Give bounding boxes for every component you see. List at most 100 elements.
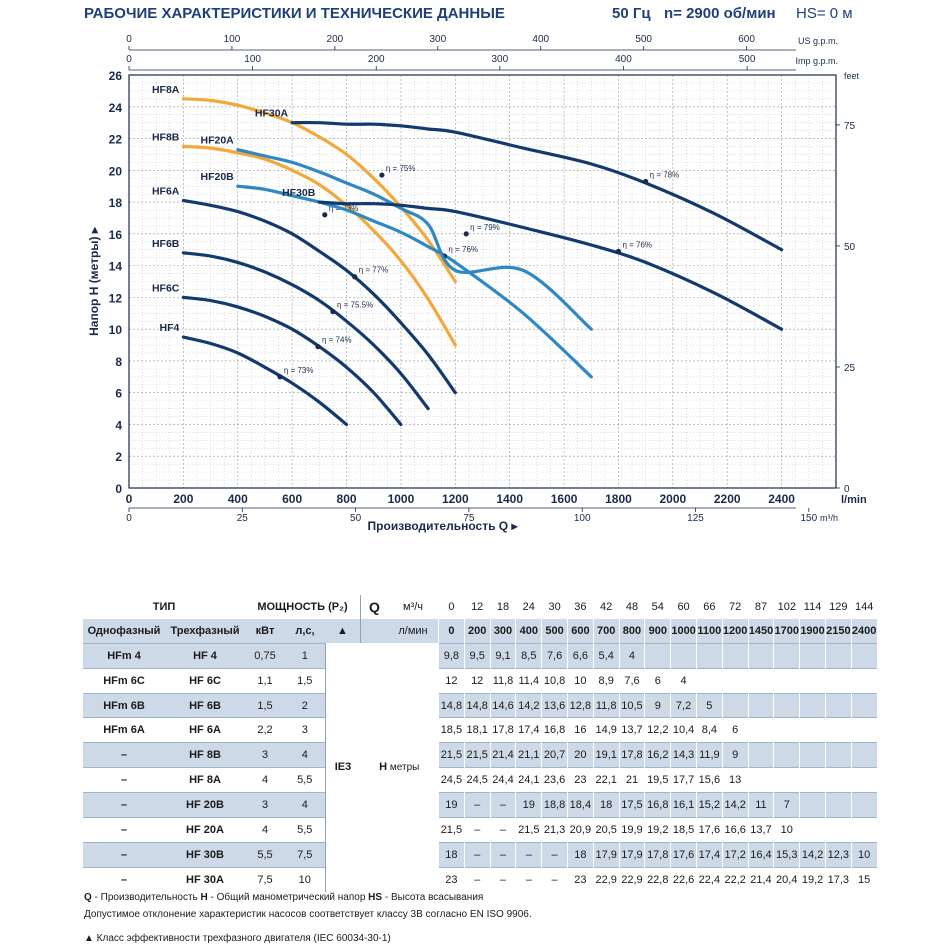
table-row: – HF 20B 3 4 19– –19 18,8 18,4 18 17,5 16,8 16,1 15,… — [83, 792, 877, 818]
cell-three: HF 8A — [165, 767, 245, 793]
q-lmin-value: 300 — [489, 618, 516, 644]
y-tick-label: 4 — [115, 418, 122, 432]
legend-q: Q — [84, 892, 92, 903]
head-value: 17,2 — [721, 841, 749, 868]
head-value — [799, 717, 826, 743]
head-value: 20 — [566, 742, 594, 768]
head-value: – — [463, 792, 491, 818]
q-lmin-value: 1000 — [670, 618, 697, 644]
head-value: 21,5 — [463, 742, 491, 768]
head-value: 18,5 — [438, 717, 465, 743]
q-m3h-value: 36 — [566, 595, 594, 619]
head-value: 24,1 — [515, 767, 542, 793]
head-value: 21,4 — [747, 866, 774, 892]
q-m3h-value: 12 — [463, 595, 491, 619]
cell-three: HF 4 — [165, 642, 245, 669]
q-lmin-value: 1700 — [773, 618, 800, 644]
cell-kw: 0,75 — [245, 642, 285, 669]
cell-kw: 7,5 — [245, 866, 285, 892]
m3h-tick-label: 125 — [687, 513, 704, 524]
head-value — [850, 667, 877, 694]
cell-single: HFm 6B — [83, 692, 165, 718]
head-value — [721, 642, 749, 669]
head-value: 9 — [644, 692, 671, 718]
head-value: – — [541, 866, 568, 892]
curve-label-hf20a: HF20A — [201, 135, 235, 147]
col-hp-header: л,с, — [285, 618, 325, 644]
head-value: 17,6 — [695, 817, 723, 843]
curve-label-hf30b: HF30B — [282, 187, 316, 199]
x-tick-label: 1000 — [388, 492, 415, 506]
head-value — [747, 717, 774, 743]
head-value: 20,9 — [566, 817, 594, 843]
head-value: – — [463, 817, 491, 843]
head-value: 19,2 — [799, 866, 826, 892]
q-m3h-value: 144 — [850, 595, 877, 619]
table-row: HFm 6C HF 6C 1,1 1,5 12 12 11,8 11,4 10,8 10 8,9 7,… — [83, 667, 877, 694]
cell-three: HF 30A — [165, 866, 245, 892]
head-value — [773, 717, 800, 743]
feet-tick-label: 0 — [844, 484, 850, 495]
col-single-header: Однофазный — [83, 618, 165, 644]
q-m3h-value: 129 — [824, 595, 852, 619]
head-value: 22,6 — [670, 866, 697, 892]
imp-gpm-unit: Imp g.p.m. — [795, 56, 838, 66]
q-lmin-value: 2400 — [850, 618, 877, 644]
cell-single: – — [83, 742, 165, 768]
efficiency-label: η = 74% — [322, 336, 352, 345]
tolerance-note: Допустимое отклонение характеристик насо… — [84, 909, 532, 920]
head-value: 10 — [773, 817, 800, 843]
head-value: 21,3 — [541, 817, 568, 843]
q-spacer — [360, 618, 388, 644]
head-value: 22,1 — [592, 767, 620, 793]
head-value: – — [541, 841, 568, 868]
efficiency-label: η = 76% — [622, 240, 652, 249]
feet-tick-label: 50 — [844, 242, 856, 253]
cell-hp: 4 — [285, 742, 325, 768]
head-value — [799, 642, 826, 669]
legend-h-text: - Общий манометрический напор — [207, 892, 369, 903]
q-m3h-value: 114 — [799, 595, 826, 619]
efficiency-label: η = 77% — [359, 266, 389, 275]
curve-hf6b — [181, 251, 430, 411]
head-value: 7,6 — [541, 642, 568, 669]
q-m3h-value: 24 — [515, 595, 542, 619]
q-m3h-value: 30 — [541, 595, 568, 619]
head-value: 12,8 — [566, 692, 594, 718]
efficiency-point — [463, 231, 469, 237]
table-row: – HF 30B 5,5 7,5 18– – – –18 17,9 17,9 17,8 17,6 17,… — [83, 841, 877, 868]
curve-hf4 — [181, 335, 349, 427]
head-value: 9 — [721, 742, 749, 768]
curve-label-hf6a: HF6A — [152, 185, 180, 197]
head-value — [799, 767, 826, 793]
head-value: 20,5 — [592, 817, 620, 843]
curve-label-hf8b: HF8B — [152, 131, 180, 143]
efficiency-label: η = 78% — [650, 170, 680, 179]
head-value: 10,5 — [618, 692, 645, 718]
cell-kw: 2,2 — [245, 717, 285, 743]
cell-single: – — [83, 841, 165, 868]
head-value: 19 — [515, 792, 542, 818]
head-value — [850, 717, 877, 743]
head-value — [747, 742, 774, 768]
efficiency-label: η = 73% — [284, 366, 314, 375]
head-value: 18 — [566, 841, 594, 868]
head-value — [799, 742, 826, 768]
us-gpm-tick-label: 300 — [429, 34, 446, 45]
x-axis-label: Производительность Q ▸ — [368, 519, 519, 533]
head-value: 17,3 — [824, 866, 852, 892]
performance-chart: 0 200 400 600 800 1000 1200 1400 1600 1800 2000 220… — [87, 34, 867, 533]
head-value: 17,8 — [618, 742, 645, 768]
efficiency-point — [315, 344, 321, 350]
head-value: 13 — [721, 767, 749, 793]
q-m3h-value: 48 — [618, 595, 645, 619]
head-value: 19,1 — [592, 742, 620, 768]
head-value: 22,4 — [695, 866, 723, 892]
head-value — [799, 692, 826, 718]
head-value: 12 — [438, 667, 465, 694]
q-label: Q — [360, 595, 388, 619]
q-lmin-value: 1900 — [799, 618, 826, 644]
head-value: – — [489, 841, 516, 868]
curve-hf8b — [181, 144, 457, 347]
cell-hp: 4 — [285, 792, 325, 818]
